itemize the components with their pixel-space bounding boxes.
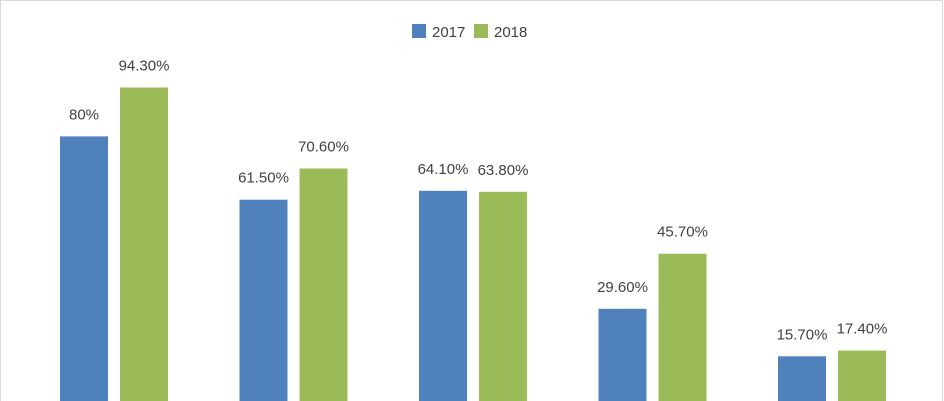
data-label-group: 80% 94.30% 61.50% 70.60% 64.10% 63.80% 29.60% 4… bbox=[69, 58, 887, 344]
data-label-2017-3: 64.10% bbox=[418, 161, 469, 178]
bar-2017-5 bbox=[778, 356, 826, 401]
bar-2017-4 bbox=[598, 308, 647, 401]
bar-2018-2 bbox=[299, 168, 348, 401]
data-label-2017-2: 61.50% bbox=[238, 170, 289, 187]
data-label-2018-5: 17.40% bbox=[837, 321, 888, 338]
data-label-2017-4: 29.60% bbox=[597, 279, 648, 296]
legend-label-2018: 2018 bbox=[494, 24, 527, 41]
bar-2018-5 bbox=[838, 350, 886, 401]
data-label-2018-1: 94.30% bbox=[119, 58, 170, 75]
bar-2018-4 bbox=[658, 253, 707, 401]
data-label-2018-4: 45.70% bbox=[657, 224, 708, 241]
legend-swatch-2017 bbox=[412, 24, 426, 38]
legend: 2017 2018 bbox=[412, 24, 527, 41]
data-label-2017-1: 80% bbox=[69, 106, 99, 123]
data-label-2018-2: 70.60% bbox=[298, 139, 349, 156]
bar-2017-1 bbox=[60, 136, 108, 401]
legend-swatch-2018 bbox=[474, 24, 488, 38]
bar-2017-2 bbox=[239, 199, 288, 401]
bar-2018-1 bbox=[120, 87, 168, 401]
legend-label-2017: 2017 bbox=[432, 24, 465, 41]
bar-2018-3 bbox=[479, 191, 527, 401]
data-label-2017-5: 15.70% bbox=[777, 326, 828, 343]
bar-2017-3 bbox=[419, 190, 467, 401]
data-label-2018-3: 63.80% bbox=[478, 162, 529, 179]
bar-group bbox=[60, 87, 886, 401]
